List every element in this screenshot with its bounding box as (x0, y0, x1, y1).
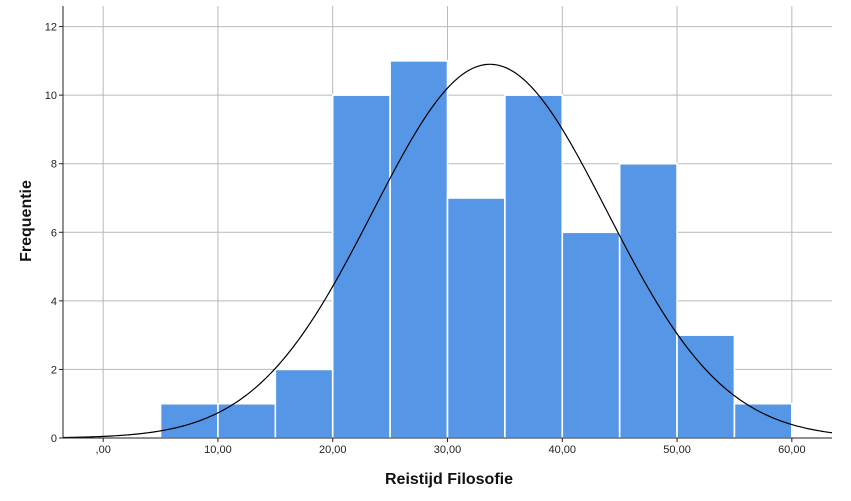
x-tick-label: 10,00 (204, 444, 232, 456)
y-tick-label: 2 (51, 364, 57, 376)
histogram-bar (159, 402, 219, 439)
histogram-bar (274, 368, 334, 439)
x-tick-label: 20,00 (319, 444, 347, 456)
y-tick-label: 12 (45, 22, 57, 34)
y-tick-label: 10 (45, 90, 57, 102)
histogram-bar (389, 60, 449, 439)
curve-layer (62, 63, 833, 439)
y-tick-labels: 0 2 4 6 8 10 12 (45, 22, 63, 445)
x-tick-labels: ,00 10,00 20,00 30,00 40,00 50,00 60,00 (96, 438, 806, 456)
histogram-bar (561, 231, 621, 439)
histogram-bar (331, 94, 391, 439)
histogram-bar (618, 162, 678, 439)
x-axis-title: Reistijd Filosofie (385, 471, 513, 488)
y-tick-label: 8 (51, 159, 57, 171)
y-tick-label: 6 (51, 227, 57, 239)
histogram-bar (504, 94, 564, 439)
histogram-bar (676, 334, 736, 439)
x-tick-label: ,00 (96, 444, 111, 456)
x-tick-label: 30,00 (434, 444, 462, 456)
histogram-bar (446, 197, 506, 439)
histogram-bar (733, 402, 793, 439)
x-tick-label: 50,00 (663, 444, 691, 456)
x-tick-label: 60,00 (778, 444, 806, 456)
y-tick-label: 0 (51, 433, 57, 445)
x-tick-label: 40,00 (549, 444, 577, 456)
y-tick-label: 4 (51, 296, 57, 308)
normal-curve (62, 63, 833, 439)
bars-layer (159, 60, 793, 439)
y-axis-title: Frequentie (18, 180, 35, 262)
